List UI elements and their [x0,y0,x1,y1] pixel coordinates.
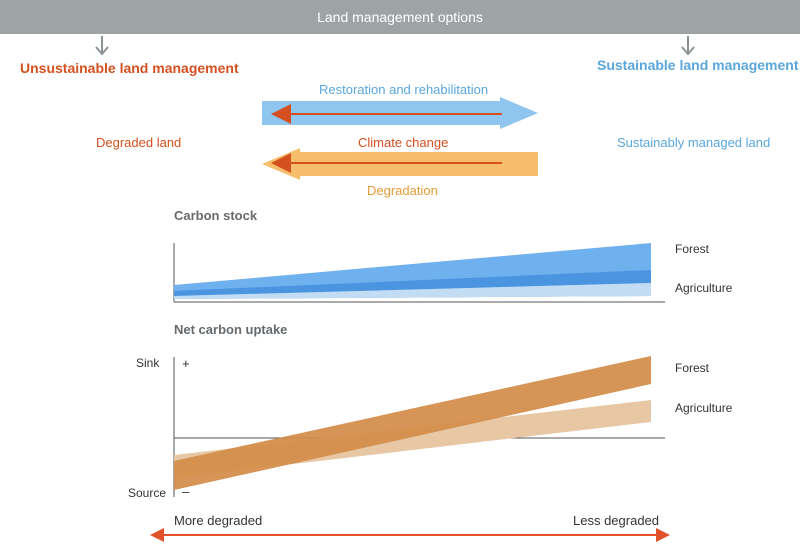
net-uptake-agriculture-label: Agriculture [675,401,733,415]
degradation-label: Degradation [367,183,438,198]
carbon-stock-agriculture-inner [174,283,651,299]
header-bar: Land management options [0,0,800,34]
header-title: Land management options [317,9,483,25]
degraded-land-label: Degraded land [96,135,182,150]
carbon-stock-forest-inner [174,270,651,296]
right-down-arrow-icon [681,36,695,56]
less-degraded-label: Less degraded [573,513,660,528]
plus-sign: + [182,356,190,371]
carbon-stock-forest-label: Forest [675,242,710,256]
degradation-axis-arrow [150,528,670,542]
sink-label: Sink [136,356,160,370]
carbon-stock-agriculture-label: Agriculture [675,281,733,295]
sustainably-managed-label: Sustainably managed land [617,135,771,150]
restoration-label: Restoration and rehabilitation [319,82,489,97]
unsustainable-label: Unsustainable land management [20,60,239,76]
minus-sign: – [182,484,190,499]
net-uptake-forest-label: Forest [675,361,710,375]
carbon-stock-title: Carbon stock [174,208,258,223]
net-uptake-title: Net carbon uptake [174,322,288,337]
sustainable-label: Sustainable land management [597,57,799,73]
left-down-arrow-icon [95,36,109,56]
climate-change-label: Climate change [358,135,449,150]
uptake-forest-band [174,356,651,490]
source-label: Source [128,486,167,500]
more-degraded-label: More degraded [174,513,263,528]
